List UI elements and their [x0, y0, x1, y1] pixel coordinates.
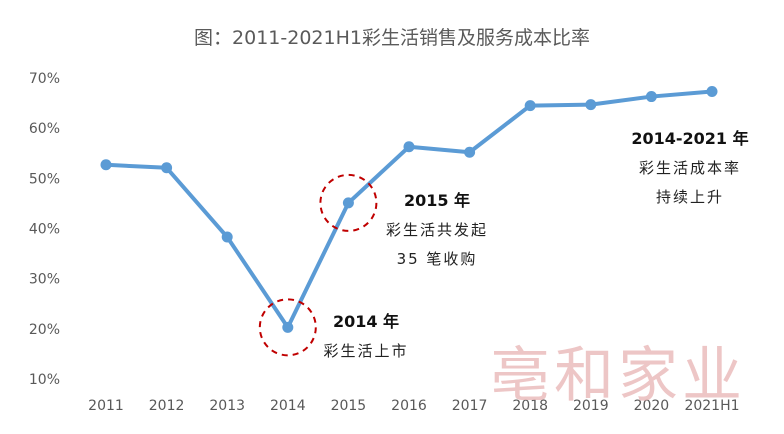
x-tick-label: 2019 — [573, 398, 609, 414]
x-tick-label: 2018 — [512, 398, 548, 414]
annotation-title: 2014 年 — [333, 312, 399, 331]
annotation-title: 2015 年 — [404, 191, 470, 210]
data-point — [403, 141, 415, 153]
x-tick-label: 2015 — [331, 398, 367, 414]
x-axis: 2011 2012 2013 2014 2015 2016 2017 2018 2019 2020… — [88, 398, 739, 414]
y-tick-label: 60% — [29, 121, 60, 137]
series-line — [100, 86, 718, 333]
y-axis: 10% 20% 30% 40% 50% 60% 70% — [29, 71, 60, 388]
y-tick-label: 70% — [29, 71, 60, 87]
x-tick-label: 2013 — [209, 398, 245, 414]
highlight-circle — [258, 298, 317, 357]
x-tick-label: 2017 — [452, 398, 488, 414]
highlight-circles — [258, 173, 378, 357]
y-tick-label: 10% — [29, 372, 60, 388]
data-point — [645, 91, 657, 103]
y-tick-label: 30% — [29, 272, 60, 288]
data-point — [524, 100, 536, 112]
annotation-text: 35 笔收购 — [397, 250, 478, 268]
x-tick-label: 2014 — [270, 398, 306, 414]
data-point — [282, 321, 294, 333]
highlight-circle — [319, 173, 378, 232]
annotation-text: 持续上升 — [656, 188, 724, 206]
x-tick-label: 2011 — [88, 398, 124, 414]
data-point — [342, 197, 354, 209]
x-tick-label: 2020 — [634, 398, 670, 414]
data-point — [100, 159, 112, 171]
x-tick-label: 2016 — [391, 398, 427, 414]
annotation-text: 彩生活共发起 — [386, 221, 488, 239]
data-point — [464, 146, 476, 158]
x-tick-label: 2012 — [149, 398, 185, 414]
x-tick-label: 2021H1 — [684, 398, 739, 414]
data-point — [221, 231, 233, 243]
annotation-text: 彩生活上市 — [323, 342, 408, 360]
y-tick-label: 40% — [29, 222, 60, 238]
watermark: 亳和家业 — [490, 341, 746, 411]
annotation-text: 彩生活成本率 — [639, 159, 741, 177]
annotation-title: 2014-2021 年 — [631, 129, 748, 148]
chart-title: 图：2011-2021H1彩生活销售及服务成本比率 — [194, 27, 590, 49]
y-tick-label: 50% — [29, 171, 60, 187]
y-tick-label: 20% — [29, 322, 60, 338]
data-point — [161, 162, 173, 174]
data-point — [585, 99, 597, 111]
data-point — [706, 86, 718, 98]
